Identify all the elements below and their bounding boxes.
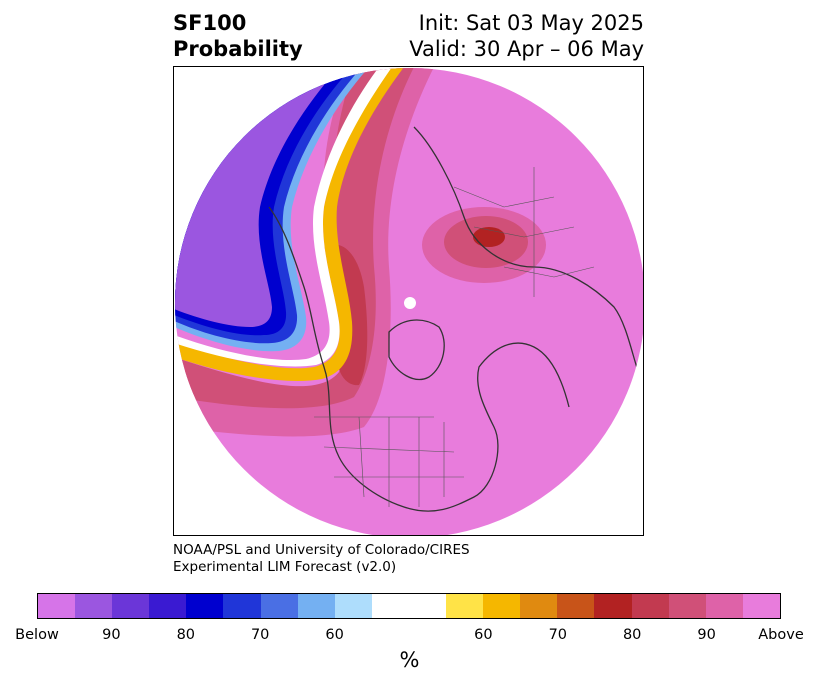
colorbar-tick-label: 60: [325, 627, 344, 643]
forecast-dates: Init: Sat 03 May 2025 Valid: 30 Apr – 06…: [409, 10, 644, 62]
credit-line-1: NOAA/PSL and University of Colorado/CIRE…: [173, 542, 470, 558]
warm-transition-band: [175, 68, 404, 381]
colorbar-segment: [371, 594, 447, 618]
colorbar-tick-label: 90: [102, 627, 121, 643]
colorbar-segment: [446, 594, 484, 618]
credit-text: NOAA/PSL and University of Colorado/CIRE…: [173, 542, 470, 576]
colorbar-segment: [38, 594, 76, 618]
colorbar-segment: [223, 594, 261, 618]
init-date: Init: Sat 03 May 2025: [418, 11, 644, 35]
neutral-white-band: [175, 68, 392, 367]
north-pole-marker: [404, 297, 416, 309]
siberia-anomaly-core: [473, 227, 505, 247]
greenland-coast: [388, 319, 445, 381]
colorbar-tick-label: 90: [697, 627, 716, 643]
colorbar-segment: [75, 594, 113, 618]
colorbar-segment: [260, 594, 298, 618]
polar-map: [175, 68, 643, 535]
colorbar-segment: [742, 594, 780, 618]
colorbar-tick-label: 70: [250, 627, 270, 643]
colorbar-segment: [594, 594, 632, 618]
colorbar-segment: [149, 594, 187, 618]
colorbar-segment: [668, 594, 706, 618]
colorbar-segment: [705, 594, 743, 618]
colorbar-tick-label: Above: [758, 627, 804, 643]
colorbar-segment: [112, 594, 150, 618]
north-america-coast: [268, 206, 570, 512]
colorbar-segment: [631, 594, 669, 618]
valid-range: Valid: 30 Apr – 06 May: [409, 37, 644, 61]
colorbar-segment: [483, 594, 521, 618]
credit-line-2: Experimental LIM Forecast (v2.0): [173, 559, 397, 575]
colorbar-segment: [334, 594, 372, 618]
us-state-lines: [314, 416, 464, 507]
colorbar-tick-label: 60: [474, 627, 493, 643]
colorbar-segment: [297, 594, 335, 618]
colorbar-tick-label: 70: [548, 627, 568, 643]
borders: [314, 167, 595, 507]
colorbar-segment: [520, 594, 558, 618]
colorbar-tick-label: Below: [15, 627, 59, 643]
map-panel: [173, 66, 644, 536]
title-kind: Probability: [173, 37, 303, 61]
colorbar-tick-label: 80: [176, 627, 196, 643]
colorbar-label: %: [399, 648, 420, 672]
colorbar: [37, 593, 781, 619]
colorbar-segment: [186, 594, 224, 618]
title-variable: SF100: [173, 11, 247, 35]
eurasia-borders: [453, 167, 595, 297]
map-title: SF100 Probability: [173, 10, 303, 62]
colorbar-segment: [557, 594, 595, 618]
colorbar-tick-label: 80: [622, 627, 642, 643]
colorbar-ticks: Below 90 80 70 60 60 70 80 90 Above: [15, 627, 804, 645]
